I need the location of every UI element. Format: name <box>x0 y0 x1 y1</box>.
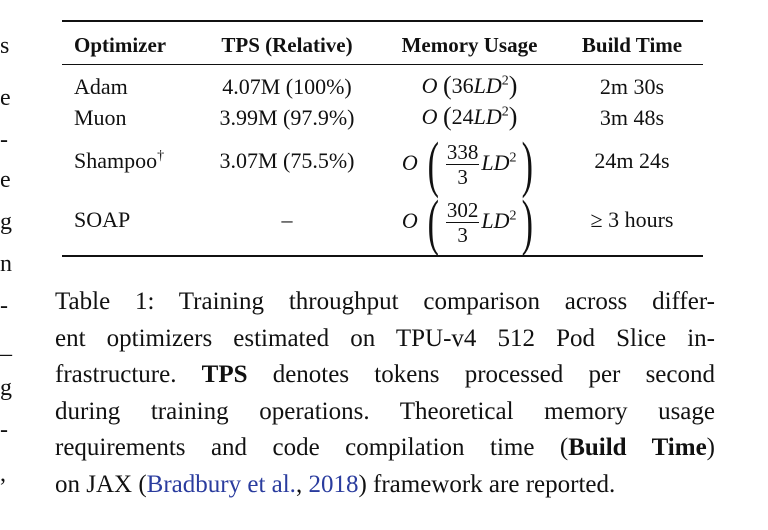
caption-line: during training operations. Theoretical … <box>55 397 715 425</box>
caption-line: requirements and code compilation time (… <box>55 434 715 461</box>
table-cell-memory: O (36LD2) <box>421 71 518 100</box>
margin-fragment: - <box>0 417 8 443</box>
table-cell-memory: O (338 3 LD2) <box>401 130 533 199</box>
table-cell-tps: – <box>281 207 293 232</box>
table-cell-memory: O (302 3 LD2) <box>401 188 533 257</box>
header-optimizer: Optimizer <box>74 33 167 57</box>
margin-fragment: s <box>0 33 10 59</box>
header-memory: Memory Usage <box>401 33 538 57</box>
tps-term: TPS <box>201 361 248 388</box>
table-top-rule <box>62 20 703 22</box>
caption-line: frastructure. TPS denotes tokens process… <box>55 361 715 388</box>
header-build-time: Build Time <box>581 33 683 57</box>
margin-fragment: e <box>0 85 11 111</box>
caption-line: ent optimizers estimated on TPU-v4 512 P… <box>55 324 715 352</box>
table-header-rule <box>62 64 703 65</box>
table-cell-optimizer: SOAP <box>74 207 131 232</box>
table-cell-optimizer: Adam <box>74 74 128 99</box>
table-cell-build-time: 3m 48s <box>599 105 665 130</box>
margin-fragment: - <box>0 127 8 153</box>
table-cell-memory: O (24LD2) <box>421 102 518 131</box>
table-cell-tps: 4.07M (100%) <box>222 74 352 99</box>
table-cell-build-time: ≥ 3 hours <box>590 207 674 232</box>
table-cell-optimizer: Muon <box>74 105 127 130</box>
margin-fragment: - <box>0 293 8 319</box>
margin-fragment: n <box>0 251 12 277</box>
caption-line: on JAX (Bradbury et al., 2018) framework… <box>55 470 616 498</box>
table-cell-tps: 3.99M (97.9%) <box>219 105 355 130</box>
table-caption: Table 1: Training throughput comparison … <box>55 284 715 503</box>
dagger-mark: † <box>157 148 165 164</box>
citation-link-author[interactable]: Bradbury et al. <box>146 470 296 498</box>
margin-fragment: g <box>0 375 12 401</box>
table-cell-build-time: 24m 24s <box>594 148 670 173</box>
margin-fragment: g <box>0 209 12 235</box>
table-cell-build-time: 2m 30s <box>599 74 665 99</box>
table-cell-tps: 3.07M (75.5%) <box>219 148 355 173</box>
table-bottom-rule <box>62 255 703 257</box>
margin-fragment: , <box>0 461 6 487</box>
caption-line: Table 1: Training throughput comparison … <box>55 288 715 315</box>
citation-link-year[interactable]: 2018 <box>308 470 359 498</box>
header-tps: TPS (Relative) <box>221 33 353 57</box>
build-time-term: Build Time <box>568 434 707 461</box>
table-cell-optimizer: Shampoo† <box>74 148 165 173</box>
margin-fragment: e <box>0 167 11 193</box>
margin-fragment: _ <box>0 333 12 359</box>
